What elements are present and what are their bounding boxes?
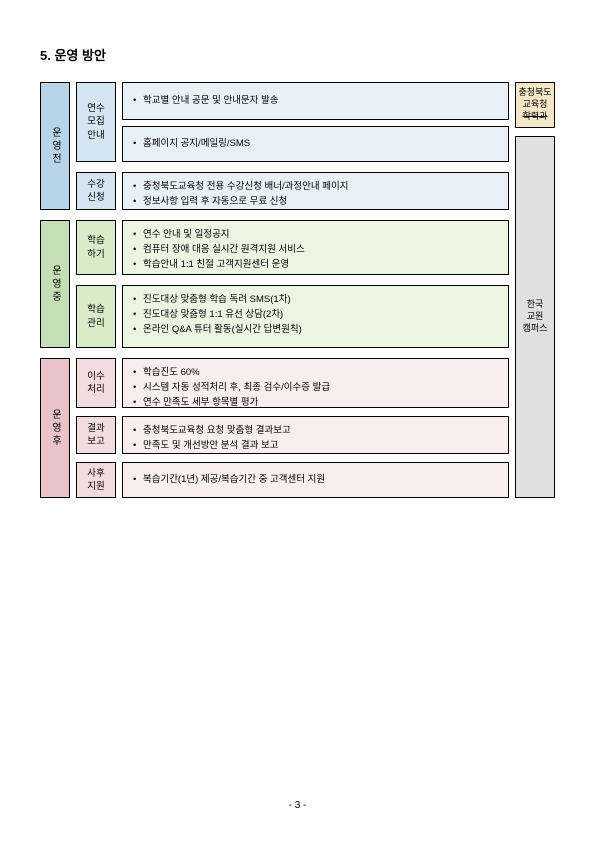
right-top-line: 교육청	[523, 99, 548, 111]
content-box: 홈페이지 공지/메일링/SMS	[122, 126, 509, 162]
sub-column: 연수 모집 안내 수강 신청 학습 하기 학습 관리 이수 처리 결과 보고 사…	[76, 82, 116, 498]
list-item: 컴퓨터 장애 대응 실시간 원격지원 서비스	[133, 242, 498, 257]
list-item: 홈페이지 공지/메일링/SMS	[133, 136, 250, 151]
right-main-box: 한국 교원 캠퍼스	[515, 136, 555, 498]
right-top-line: 충청북도	[518, 87, 551, 99]
page-number: - 3 -	[0, 800, 595, 811]
list-item: 학습진도 60%	[133, 365, 498, 380]
sub-manage: 학습 관리	[76, 285, 116, 348]
phase-during: 운영중	[40, 220, 70, 348]
sub-recruit: 연수 모집 안내	[76, 82, 116, 162]
list-item: 정보사항 입력 후 자동으로 무료 신청	[133, 194, 498, 209]
list-item: 복습기간(1년) 제공/복습기간 중 고객센터 지원	[133, 472, 325, 487]
phases-column: 운영전 운영중 운영후	[40, 82, 70, 498]
sub-complete: 이수 처리	[76, 358, 116, 408]
list-item: 충청북도교육청 전용 수강신청 배너/과정안내 페이지	[133, 179, 498, 194]
right-column: 충청북도 교육청 학력과 한국 교원 캠퍼스	[515, 82, 555, 498]
list-item: 학교별 안내 공문 및 안내문자 발송	[133, 93, 279, 108]
operation-diagram: 운영전 운영중 운영후 연수 모집 안내 수강 신청 학습 하기 학습 관리 이…	[40, 82, 555, 498]
sub-register: 수강 신청	[76, 172, 116, 210]
phase-before: 운영전	[40, 82, 70, 210]
list-item: 학습안내 1:1 친절 고객지원센터 운영	[133, 257, 498, 272]
content-box: 충청북도교육청 요청 맞춤형 결과보고 만족도 및 개선방안 분석 결과 보고	[122, 416, 509, 454]
content-box: 복습기간(1년) 제공/복습기간 중 고객센터 지원	[122, 462, 509, 498]
list-item: 진도대상 맞춤형 학습 독려 SMS(1차)	[133, 292, 498, 307]
sub-report: 결과 보고	[76, 416, 116, 454]
content-box: 학교별 안내 공문 및 안내문자 발송	[122, 82, 509, 120]
section-title: 5. 운영 방안	[40, 45, 555, 64]
sub-learn: 학습 하기	[76, 220, 116, 275]
list-item: 시스템 자동 성적처리 후, 최종 검수/이수증 발급	[133, 380, 498, 395]
content-box: 학습진도 60% 시스템 자동 성적처리 후, 최종 검수/이수증 발급 연수 …	[122, 358, 509, 408]
list-item: 만족도 및 개선방안 분석 결과 보고	[133, 438, 498, 453]
list-item: 온라인 Q&A 튜터 활동(실시간 답변원칙)	[133, 322, 498, 337]
content-box: 연수 안내 및 일정공지 컴퓨터 장애 대응 실시간 원격지원 서비스 학습안내…	[122, 220, 509, 275]
content-column: 학교별 안내 공문 및 안내문자 발송 홈페이지 공지/메일링/SMS 충청북도…	[122, 82, 509, 498]
right-top-line: 학력과	[523, 111, 548, 123]
list-item: 연수 안내 및 일정공지	[133, 227, 498, 242]
sub-after: 사후 지원	[76, 462, 116, 498]
right-top-box: 충청북도 교육청 학력과	[515, 82, 555, 128]
phase-after: 운영후	[40, 358, 70, 498]
content-box: 진도대상 맞춤형 학습 독려 SMS(1차) 진도대상 맞춤형 1:1 유선 상…	[122, 285, 509, 348]
list-item: 진도대상 맞춤형 1:1 유선 상담(2차)	[133, 307, 498, 322]
list-item: 충청북도교육청 요청 맞춤형 결과보고	[133, 423, 498, 438]
content-box: 충청북도교육청 전용 수강신청 배너/과정안내 페이지 정보사항 입력 후 자동…	[122, 172, 509, 210]
